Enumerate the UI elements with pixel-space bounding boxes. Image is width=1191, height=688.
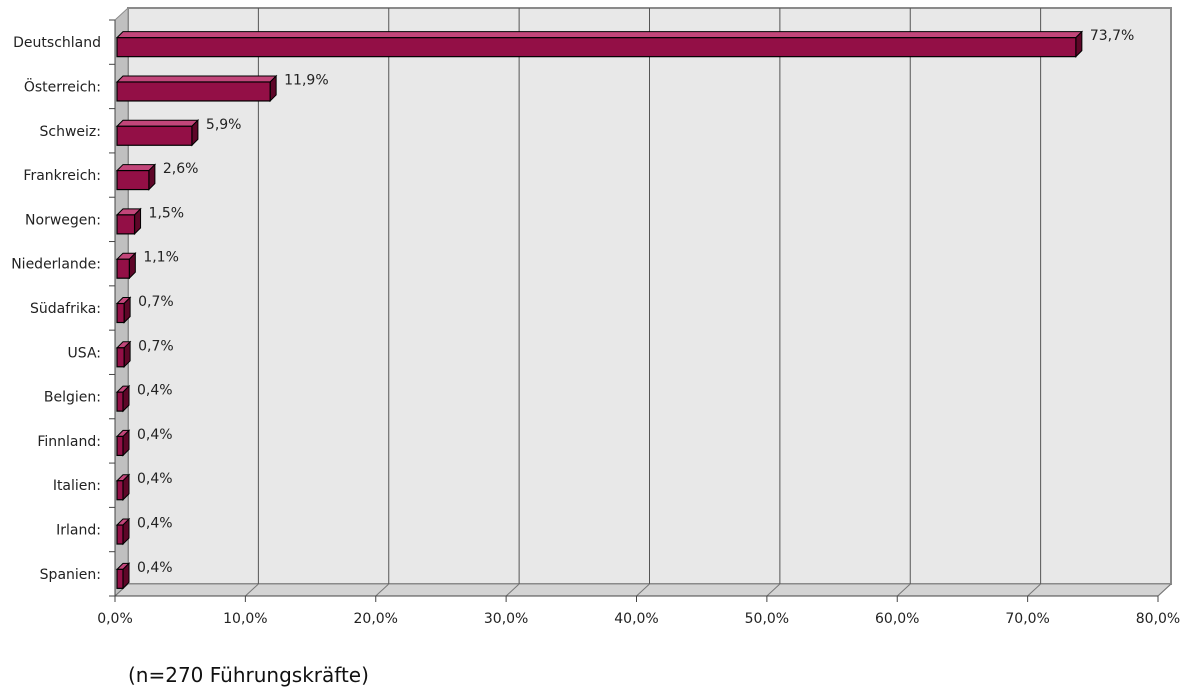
data-label: 0,7% [138,338,174,354]
bar-front [116,125,193,146]
x-tick-label: 80,0% [1136,611,1180,627]
floor-gridline [1157,583,1172,597]
bar-top [115,75,278,83]
floor-gridline [766,583,781,597]
category-axis [109,19,1159,602]
bar [115,251,137,280]
category-label: USA: [68,345,101,361]
x-tick-label: 60,0% [875,611,919,627]
bar [115,74,278,103]
bar-front [116,302,125,324]
bar-front [116,37,1077,58]
bar [115,562,131,590]
bar-front [116,258,130,279]
bar [115,517,131,546]
data-label: 0,4% [137,471,173,487]
category-label: Deutschland [13,35,101,51]
bar [115,296,132,324]
bar-front [116,391,124,412]
data-label: 0,4% [137,383,173,399]
bar-front [116,480,124,501]
floor-gridline [896,583,911,597]
x-tick-label: 70,0% [1005,611,1049,627]
bar-top [115,31,1084,39]
bar [115,30,1084,58]
grid-lines [114,8,1172,597]
bar-top [115,119,200,127]
bar [115,340,132,369]
floor-gridline [1027,583,1041,597]
floor-gridline [505,583,520,597]
bar-front [116,524,124,545]
labels: 0,0% 10,0% 20,0% 30,0% 40,0% 50,0% 60,0% 70,0% 8… [11,28,1180,627]
bar-front [116,214,136,235]
data-label: 0,4% [137,560,173,576]
data-label: 5,9% [206,117,242,133]
category-label: Italien: [53,478,101,494]
data-label: 2,6% [163,161,199,177]
bar [115,384,131,413]
category-label: Belgien: [44,390,101,406]
data-label: 1,1% [143,250,179,266]
bar-front [116,568,124,589]
category-label: Finnland: [37,434,101,450]
bar [115,473,131,501]
data-label: 1,5% [149,205,185,221]
bar-front [116,81,271,102]
category-label: Frankreich: [23,168,101,184]
x-tick-label: 20,0% [354,611,398,627]
x-tick-label: 10,0% [223,611,267,627]
floor-gridline [245,583,259,597]
bar-chart: 0,0% 10,0% 20,0% 30,0% 40,0% 50,0% 60,0% 70,0% 8… [11,6,1180,627]
x-tick-label: 30,0% [484,611,528,627]
x-tick-label: 50,0% [745,611,789,627]
bar-front [116,347,125,368]
bar-front [116,169,150,191]
floor-gridline [636,583,650,597]
data-label: 0,4% [137,427,173,443]
category-label: Südafrika: [30,301,101,317]
bar [115,429,131,457]
category-label: Spanien: [40,567,101,583]
data-label: 0,7% [138,294,174,310]
data-label: 11,9% [284,72,328,88]
data-label: 73,7% [1090,28,1134,44]
bar [115,119,200,147]
bar [115,163,157,191]
category-label: Schweiz: [40,124,101,140]
category-label: Norwegen: [25,212,101,228]
bar [115,207,142,236]
sample-size-note: (n=270 Führungskräfte) [128,663,369,687]
category-label: Niederlande: [11,257,101,273]
bars [115,30,1084,590]
data-label: 0,4% [137,516,173,532]
category-label: Österreich: [24,77,101,95]
x-tick-label: 40,0% [614,611,658,627]
x-tick-label: 0,0% [97,611,133,627]
bar-front [116,435,124,457]
floor-gridline [375,583,390,597]
category-label: Irland: [56,523,101,539]
